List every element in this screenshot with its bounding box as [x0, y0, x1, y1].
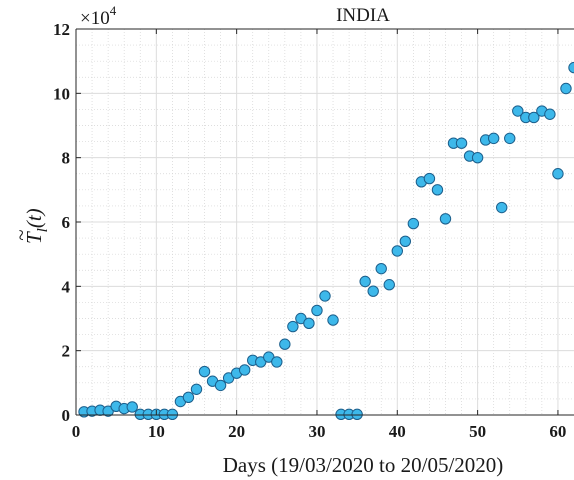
y-tick-label: 12	[53, 20, 70, 39]
major-grid	[76, 28, 574, 415]
y-exponent-label: ×104	[80, 3, 117, 29]
data-point	[455, 137, 468, 149]
x-tick-label: 50	[469, 422, 486, 441]
data-point	[431, 184, 444, 196]
data-point	[391, 245, 403, 257]
y-tick-label: 10	[53, 84, 70, 103]
data-point	[166, 408, 179, 421]
data-point	[311, 304, 323, 317]
data-point	[407, 217, 420, 230]
y-exponent-base: ×10	[80, 8, 110, 29]
data-point	[512, 105, 524, 117]
x-tick-label: 10	[148, 422, 165, 441]
y-axis-label-tilde: ~	[9, 229, 33, 240]
data-point	[439, 213, 452, 225]
data-point	[287, 320, 299, 333]
x-tick-label: 60	[549, 422, 566, 441]
data-point	[279, 338, 291, 350]
y-axis-label-argument: (t)	[22, 208, 46, 228]
x-tick-label: 0	[72, 422, 81, 441]
data-point	[375, 262, 387, 275]
y-tick-label: 8	[62, 149, 71, 168]
data-points	[78, 61, 574, 421]
data-point	[271, 356, 283, 368]
data-point	[126, 401, 138, 413]
data-point	[423, 172, 436, 185]
y-tick-labels: 0 2 4 6 8 10 12	[53, 20, 71, 425]
y-tick-label: 2	[62, 342, 71, 361]
data-point	[303, 317, 315, 330]
data-point	[238, 364, 251, 376]
data-point	[327, 314, 339, 326]
data-point	[367, 285, 379, 297]
data-point	[351, 408, 363, 421]
y-tick-label: 0	[62, 406, 71, 425]
data-point	[319, 290, 331, 302]
data-point	[359, 275, 371, 288]
data-point	[487, 132, 500, 145]
x-tick-label: 20	[228, 422, 245, 441]
data-point	[544, 108, 556, 120]
data-point	[383, 279, 395, 291]
data-point	[214, 379, 227, 392]
y-axis-label-base: T	[22, 231, 46, 244]
y-tick-label: 6	[62, 213, 71, 232]
y-exponent-power: 4	[110, 3, 117, 18]
x-axis-label: Days (19/03/2020 to 20/05/2020)	[223, 453, 504, 477]
axes	[75, 28, 574, 416]
data-point	[190, 383, 203, 395]
data-point	[198, 365, 211, 378]
x-tick-label: 30	[308, 422, 325, 441]
data-point	[568, 61, 574, 74]
y-axis-label: Tl(t) ~	[9, 208, 51, 244]
data-point	[528, 111, 540, 124]
data-point	[399, 235, 412, 248]
data-point	[560, 82, 572, 95]
data-point	[552, 168, 564, 180]
y-tick-label: 4	[62, 277, 71, 296]
y-axis-label-text: Tl(t)	[22, 208, 51, 244]
data-point	[496, 201, 508, 214]
data-point	[182, 391, 195, 404]
y-axis-label-subscript: l	[35, 228, 51, 232]
data-point	[471, 151, 484, 164]
x-tick-labels: 0 10 20 30 40 50 60	[72, 422, 567, 441]
data-point	[504, 132, 516, 145]
chart-title: INDIA	[336, 5, 390, 26]
x-tick-label: 40	[389, 422, 406, 441]
